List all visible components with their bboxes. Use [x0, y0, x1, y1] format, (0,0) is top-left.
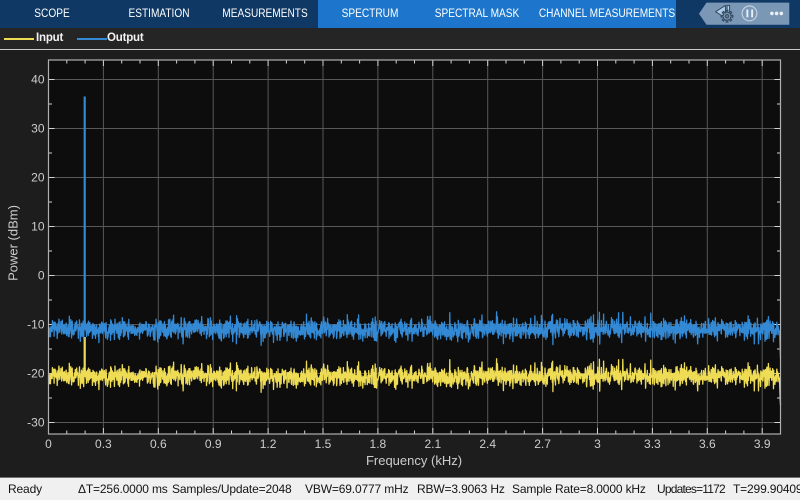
svg-text:1.8: 1.8: [370, 437, 387, 451]
svg-text:0.3: 0.3: [95, 437, 112, 451]
svg-text:1.5: 1.5: [315, 437, 332, 451]
svg-text:Power (dBm): Power (dBm): [6, 205, 21, 281]
svg-text:0.9: 0.9: [205, 437, 222, 451]
svg-text:Frequency (kHz): Frequency (kHz): [366, 453, 462, 468]
svg-text:3: 3: [594, 437, 601, 451]
svg-text:40: 40: [31, 73, 45, 87]
svg-text:-10: -10: [27, 318, 45, 332]
svg-text:20: 20: [31, 171, 45, 185]
svg-text:2.4: 2.4: [479, 437, 496, 451]
svg-text:0.6: 0.6: [150, 437, 167, 451]
svg-text:0: 0: [45, 437, 52, 451]
svg-text:-20: -20: [27, 367, 45, 381]
svg-text:-30: -30: [27, 416, 45, 430]
svg-text:1.2: 1.2: [260, 437, 277, 451]
svg-text:0: 0: [38, 269, 45, 283]
svg-text:3.3: 3.3: [644, 437, 661, 451]
svg-text:3.6: 3.6: [699, 437, 716, 451]
svg-text:3.9: 3.9: [754, 437, 771, 451]
svg-text:10: 10: [31, 220, 45, 234]
svg-text:2.7: 2.7: [534, 437, 551, 451]
svg-text:30: 30: [31, 122, 45, 136]
svg-text:2.1: 2.1: [424, 437, 441, 451]
